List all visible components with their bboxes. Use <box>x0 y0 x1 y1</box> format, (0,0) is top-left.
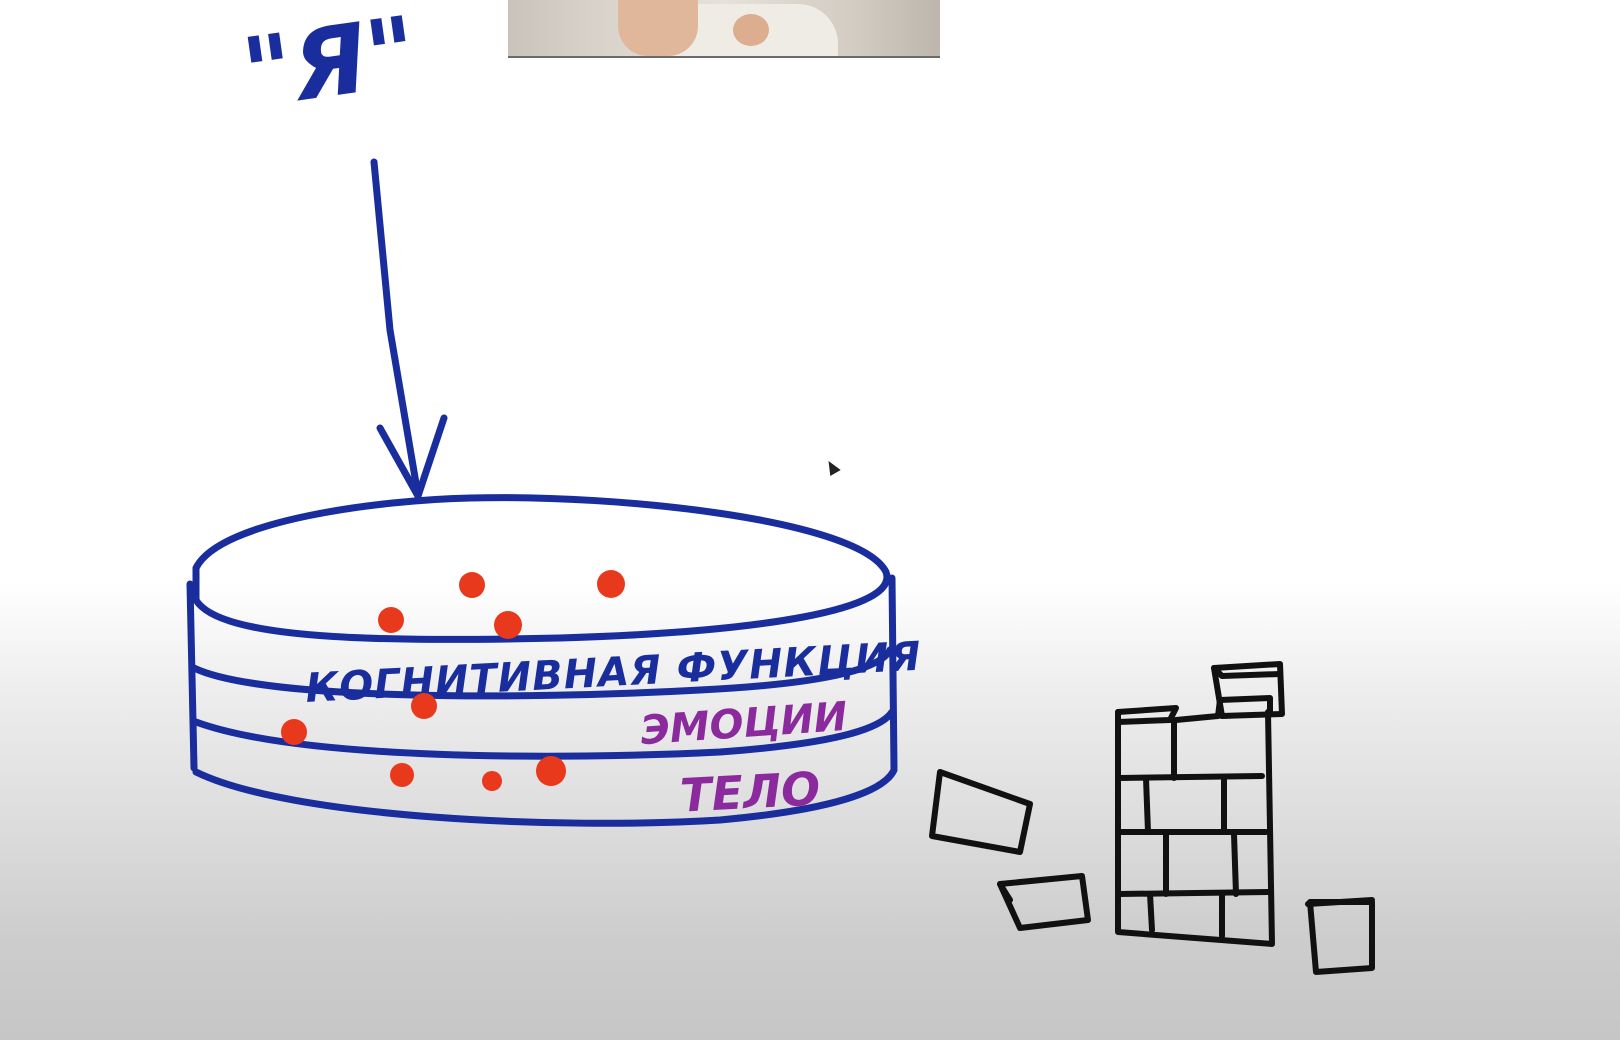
red-dots <box>281 570 625 791</box>
emotions-label: ЭМОЦИИ <box>639 694 849 754</box>
presenter-hand <box>733 14 769 46</box>
self-label: "Я" <box>236 0 424 130</box>
presenter-arm <box>618 0 698 56</box>
red-dot <box>459 572 485 598</box>
red-dot <box>411 693 437 719</box>
red-dot <box>281 719 307 745</box>
brick-wall <box>1115 661 1285 947</box>
red-dot <box>482 771 502 791</box>
red-dot <box>597 570 625 598</box>
self-label-text: "Я" <box>236 0 424 130</box>
presenter-video-thumbnail[interactable] <box>508 0 940 58</box>
red-dot <box>494 611 522 639</box>
body-label: ТЕЛО <box>679 761 822 822</box>
loose-blocks <box>929 769 1375 975</box>
red-dot <box>378 607 404 633</box>
red-dot <box>390 763 414 787</box>
red-dot <box>536 756 566 786</box>
down-arrow <box>370 158 448 500</box>
